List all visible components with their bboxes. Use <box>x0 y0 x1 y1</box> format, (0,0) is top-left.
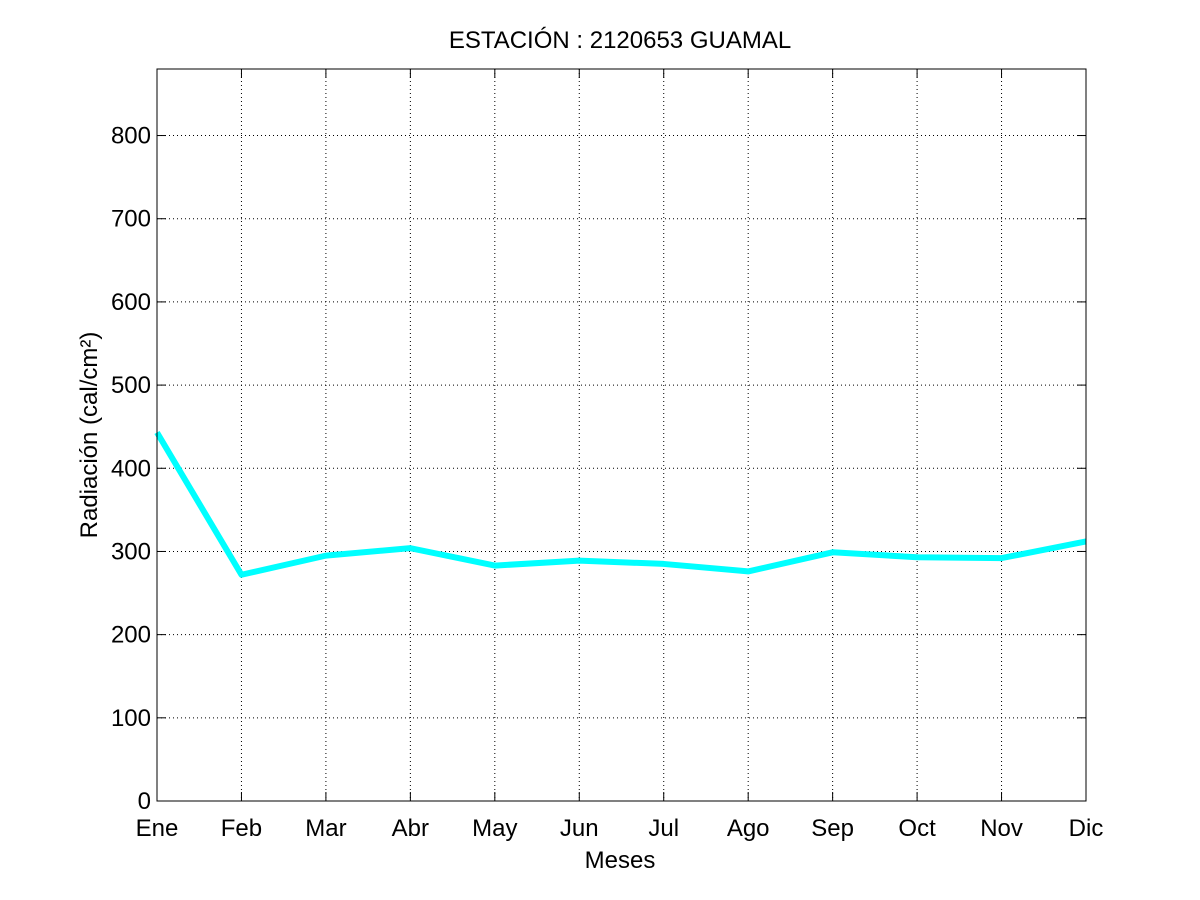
series-layer <box>154 430 1087 578</box>
x-tick-label: Abr <box>392 815 429 842</box>
y-tick-label: 0 <box>138 788 151 815</box>
grid-lines <box>157 69 1086 801</box>
y-tick-label: 500 <box>111 372 151 399</box>
y-tick-label: 800 <box>111 123 151 150</box>
y-tick-label: 300 <box>111 538 151 565</box>
x-tick-label: May <box>472 815 517 842</box>
y-tick-label: 400 <box>111 455 151 482</box>
x-tick-label: Ago <box>727 815 770 842</box>
y-tick-label: 200 <box>111 622 151 649</box>
x-tick-label: Mar <box>305 815 346 842</box>
chart-title: ESTACIÓN : 2120653 GUAMAL <box>449 27 791 54</box>
data-point <box>747 570 749 572</box>
y-tick-label: 700 <box>111 206 151 233</box>
data-point <box>494 565 496 567</box>
x-tick-label: Sep <box>811 815 854 842</box>
x-tick-label: Jul <box>648 815 679 842</box>
x-axis-label: Meses <box>585 847 656 874</box>
plot-area-frame <box>156 68 1087 802</box>
series-line <box>154 430 1087 578</box>
data-point <box>409 547 411 549</box>
data-point <box>325 555 327 557</box>
y-axis-label: Radiación (cal/cm²) <box>76 332 103 539</box>
x-tick-label: Ene <box>136 815 179 842</box>
data-point <box>578 560 580 562</box>
data-point <box>240 574 242 576</box>
y-axis-ticks: 0 100 200 300 400 500 600 700 800 <box>111 123 1086 815</box>
y-tick-label: 100 <box>111 705 151 732</box>
x-tick-label: Oct <box>898 815 936 842</box>
x-tick-label: Nov <box>980 815 1023 842</box>
x-tick-label: Feb <box>221 815 262 842</box>
x-tick-label: Dic <box>1069 815 1104 842</box>
x-axis-ticks: Ene Feb Mar Abr May Jun Jul Ago Sep Oct Nov Dic <box>136 69 1104 842</box>
data-point <box>832 551 834 553</box>
data-point <box>1001 557 1003 559</box>
data-point <box>916 556 918 558</box>
y-tick-label: 600 <box>111 289 151 316</box>
x-tick-label: Jun <box>560 815 599 842</box>
data-point <box>663 563 665 565</box>
